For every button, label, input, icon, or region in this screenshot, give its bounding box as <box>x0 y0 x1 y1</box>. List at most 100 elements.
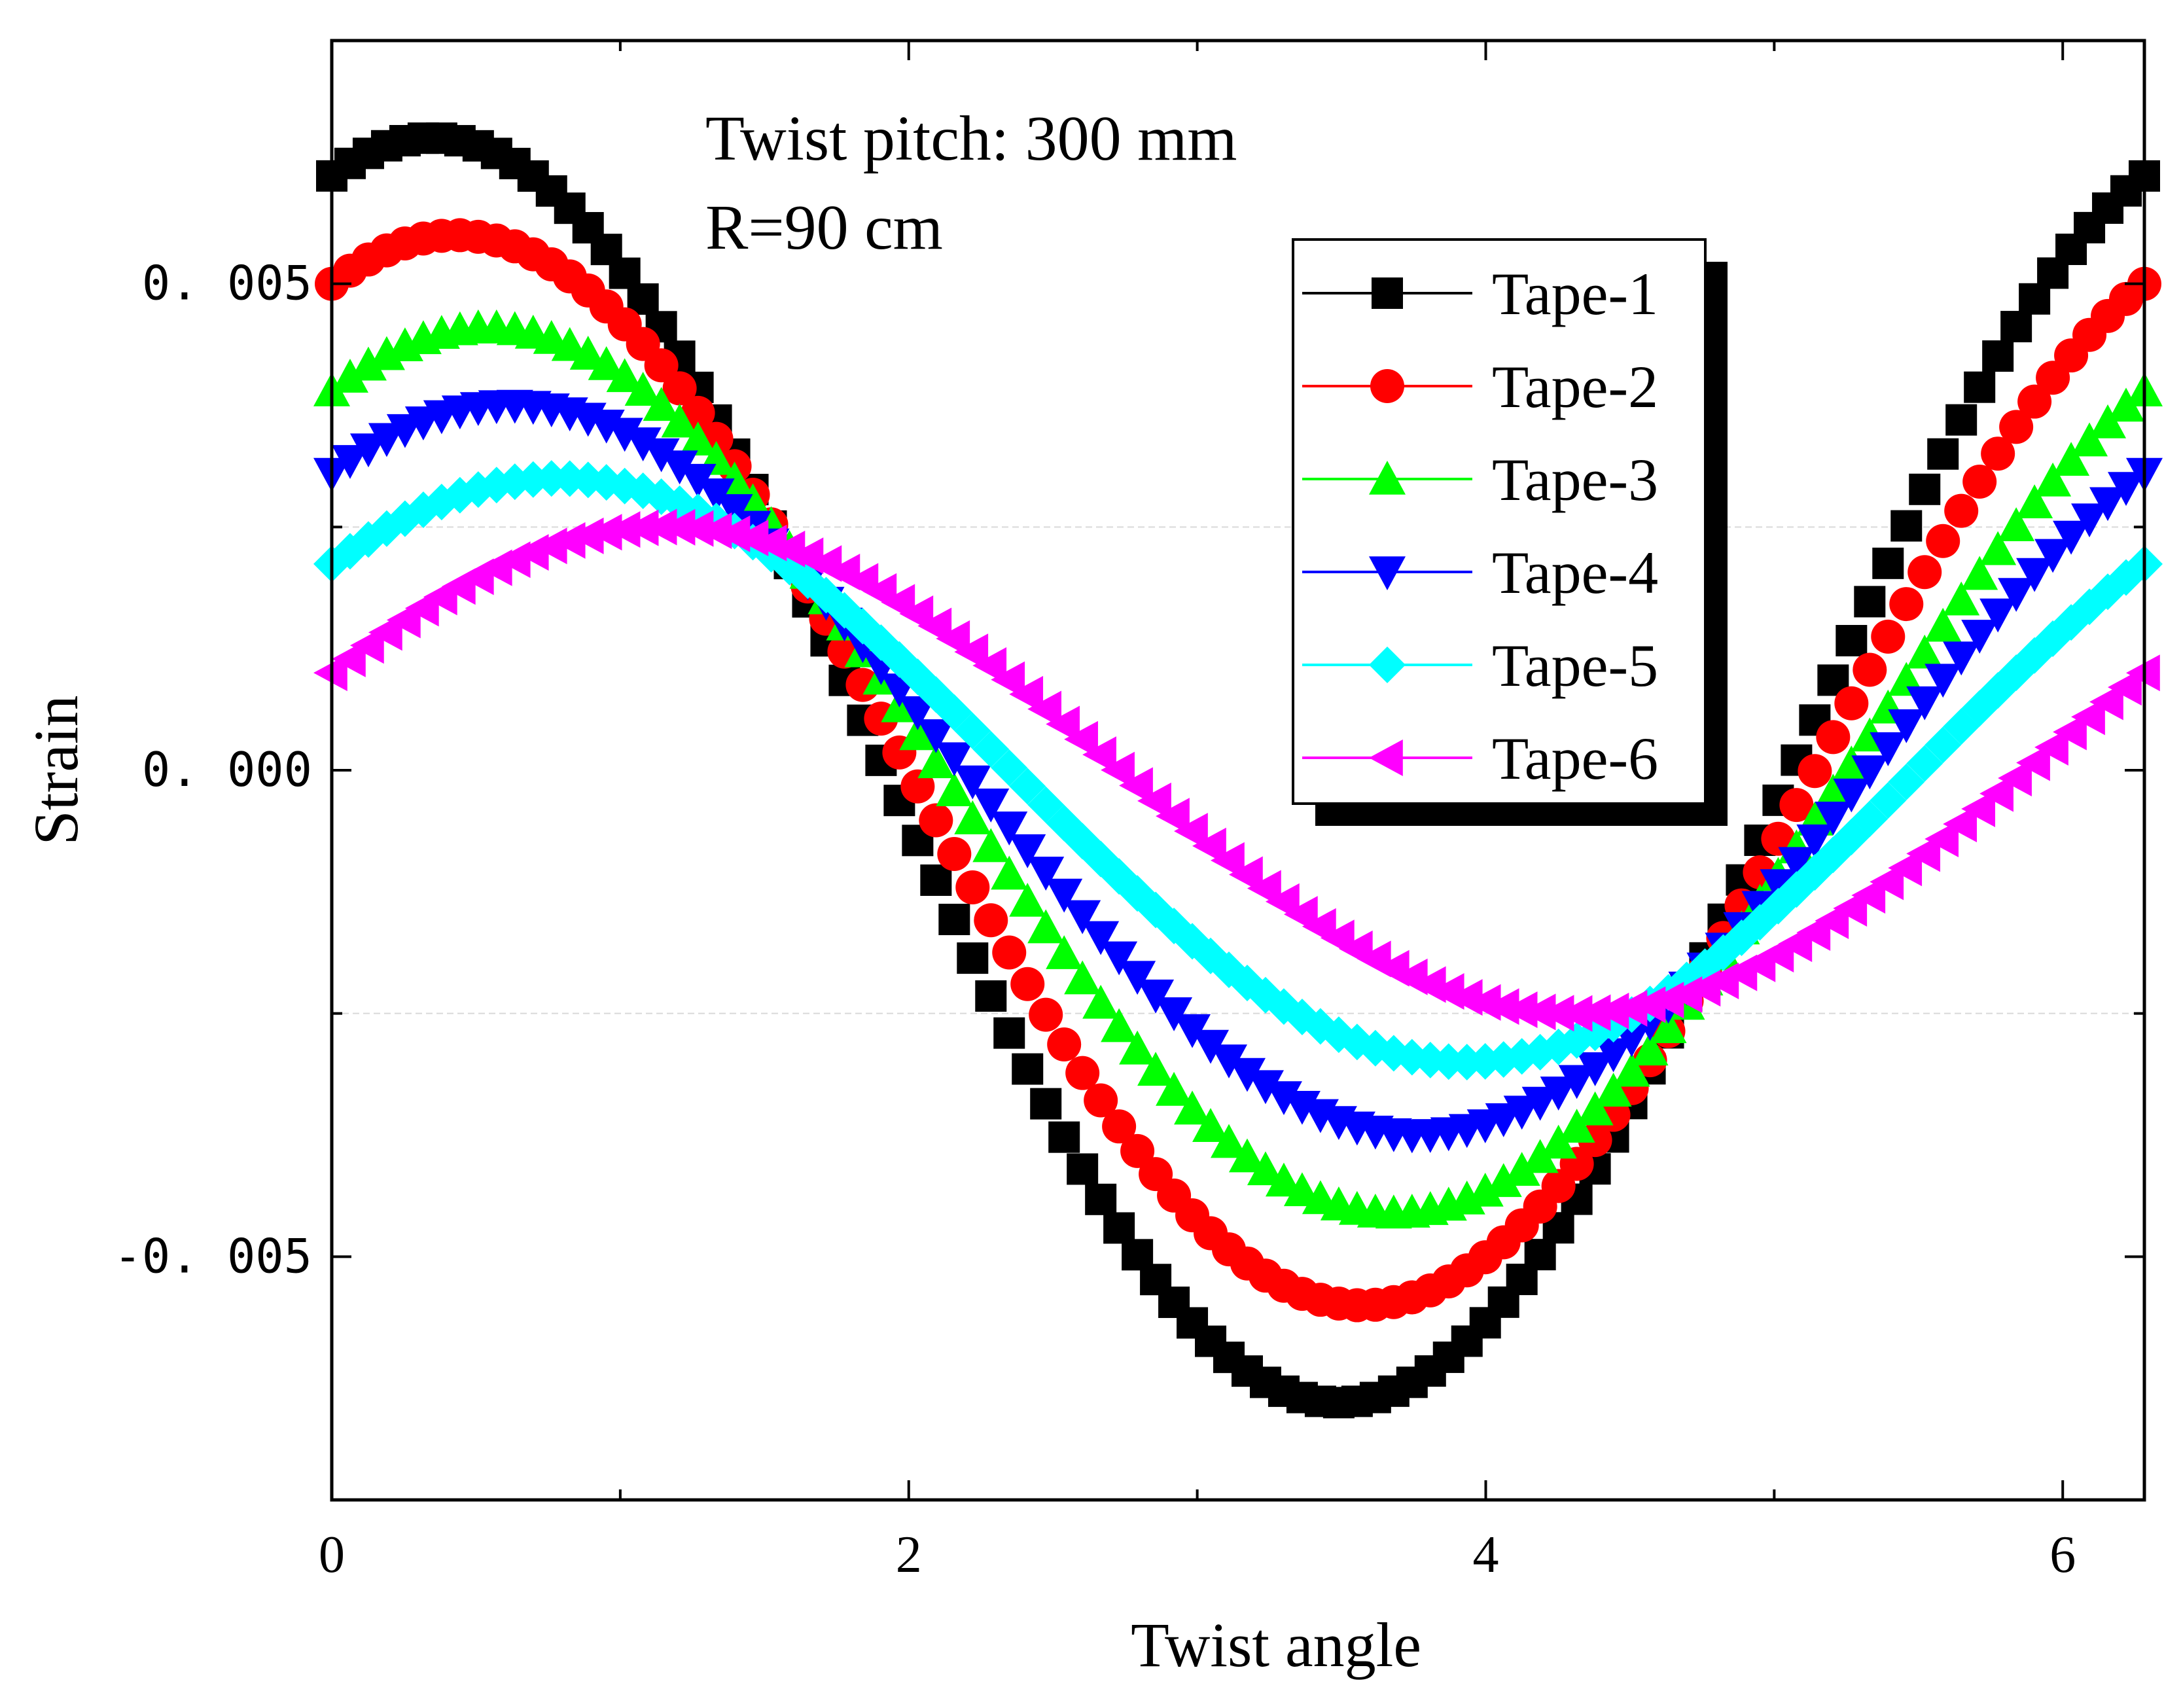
data-point <box>1174 1014 1211 1048</box>
data-point <box>1084 1083 1118 1118</box>
data-point <box>1192 1029 1230 1064</box>
data-point <box>1046 935 1083 969</box>
data-point <box>2071 422 2108 457</box>
data-point <box>1120 1133 1155 1168</box>
legend-label: Tape-2 <box>1492 353 1658 420</box>
x-tick-label: 2 <box>896 1526 922 1584</box>
data-point <box>1012 1053 1044 1085</box>
data-point <box>716 494 753 528</box>
data-point <box>1943 641 1980 676</box>
data-point <box>2053 520 2090 555</box>
data-point <box>1872 547 1904 579</box>
data-point <box>1853 652 1887 687</box>
series-tape-6 <box>313 508 2160 1032</box>
data-point <box>1046 705 1080 743</box>
data-point <box>349 346 387 381</box>
data-point <box>1102 1109 1137 1144</box>
series-layer <box>313 122 2163 1419</box>
data-point <box>1503 1152 1540 1186</box>
data-point <box>643 387 680 421</box>
data-point <box>1485 988 1519 1025</box>
data-point <box>2017 384 2052 419</box>
data-point <box>1631 1031 1669 1066</box>
data-point <box>2071 503 2108 538</box>
data-point <box>1466 1172 1504 1207</box>
data-point <box>349 433 387 468</box>
data-point <box>1228 1058 1266 1092</box>
data-point <box>1943 581 1980 616</box>
data-point <box>974 903 1008 938</box>
data-point <box>1137 1052 1175 1086</box>
data-point <box>1998 760 2032 797</box>
data-point <box>2034 728 2068 766</box>
data-point <box>1906 745 1943 782</box>
legend-item-tape-4: Tape-4 <box>1302 539 1658 606</box>
data-point <box>1521 993 1556 1031</box>
data-point <box>972 647 1007 685</box>
data-point <box>2108 387 2145 422</box>
data-point <box>569 517 604 554</box>
data-point <box>1888 709 1925 743</box>
data-point <box>1906 835 1941 872</box>
data-point <box>1228 856 1263 893</box>
data-point <box>1211 1044 1248 1078</box>
data-point <box>1064 721 1098 758</box>
data-point <box>606 418 643 452</box>
data-point <box>1027 909 1065 944</box>
data-point <box>1082 736 1116 774</box>
data-point <box>2053 442 2090 476</box>
data-point <box>606 511 641 548</box>
data-point <box>698 512 732 549</box>
data-point <box>1540 1124 1577 1159</box>
data-point <box>1101 941 1138 976</box>
data-point <box>1119 1030 1156 1065</box>
data-point <box>972 789 1010 823</box>
data-point <box>1961 556 1998 590</box>
data-point <box>1909 473 1941 505</box>
data-point <box>917 744 955 779</box>
data-point <box>1101 1008 1138 1042</box>
data-point <box>1067 1153 1099 1185</box>
data-point <box>991 855 1028 890</box>
data-point <box>1816 720 1851 755</box>
data-point <box>957 942 989 974</box>
data-point <box>1760 869 1797 904</box>
data-point <box>954 800 991 834</box>
data-point <box>1009 882 1046 917</box>
data-point <box>643 438 680 472</box>
legend-label: Tape-4 <box>1492 539 1658 606</box>
data-point <box>661 403 698 438</box>
data-point <box>1870 863 1904 900</box>
legend-item-tape-1: Tape-1 <box>1302 260 1658 327</box>
data-point <box>1119 961 1156 995</box>
data-point <box>661 450 698 485</box>
gridlines <box>332 526 2144 1014</box>
data-point <box>1156 1071 1193 1106</box>
data-point <box>1595 1038 1632 1073</box>
y-tick-label: 0. 000 <box>142 742 312 797</box>
legend-item-tape-2: Tape-2 <box>1302 353 1658 420</box>
data-point <box>1047 1027 1082 1061</box>
data-point <box>1836 624 1868 656</box>
data-point <box>1576 1052 1614 1086</box>
data-point <box>2089 683 2123 721</box>
x-tick-label: 0 <box>319 1526 345 1584</box>
data-point <box>331 640 366 677</box>
data-point <box>1082 921 1120 955</box>
x-axis-title: Twist angle <box>1131 1610 1421 1680</box>
data-point <box>644 348 679 383</box>
data-point <box>1103 1212 1135 1244</box>
data-point <box>899 696 936 730</box>
data-point <box>1595 992 1629 1029</box>
data-point <box>2108 669 2142 706</box>
data-point <box>1156 798 1190 835</box>
data-point <box>1982 340 2014 372</box>
data-point <box>1265 1081 1302 1115</box>
data-point <box>2108 472 2145 507</box>
data-point <box>1889 587 1924 622</box>
data-point <box>1927 438 1959 470</box>
data-point <box>661 508 696 546</box>
data-point <box>1888 849 1923 887</box>
data-point <box>1998 507 2035 541</box>
data-point <box>1925 664 1962 698</box>
